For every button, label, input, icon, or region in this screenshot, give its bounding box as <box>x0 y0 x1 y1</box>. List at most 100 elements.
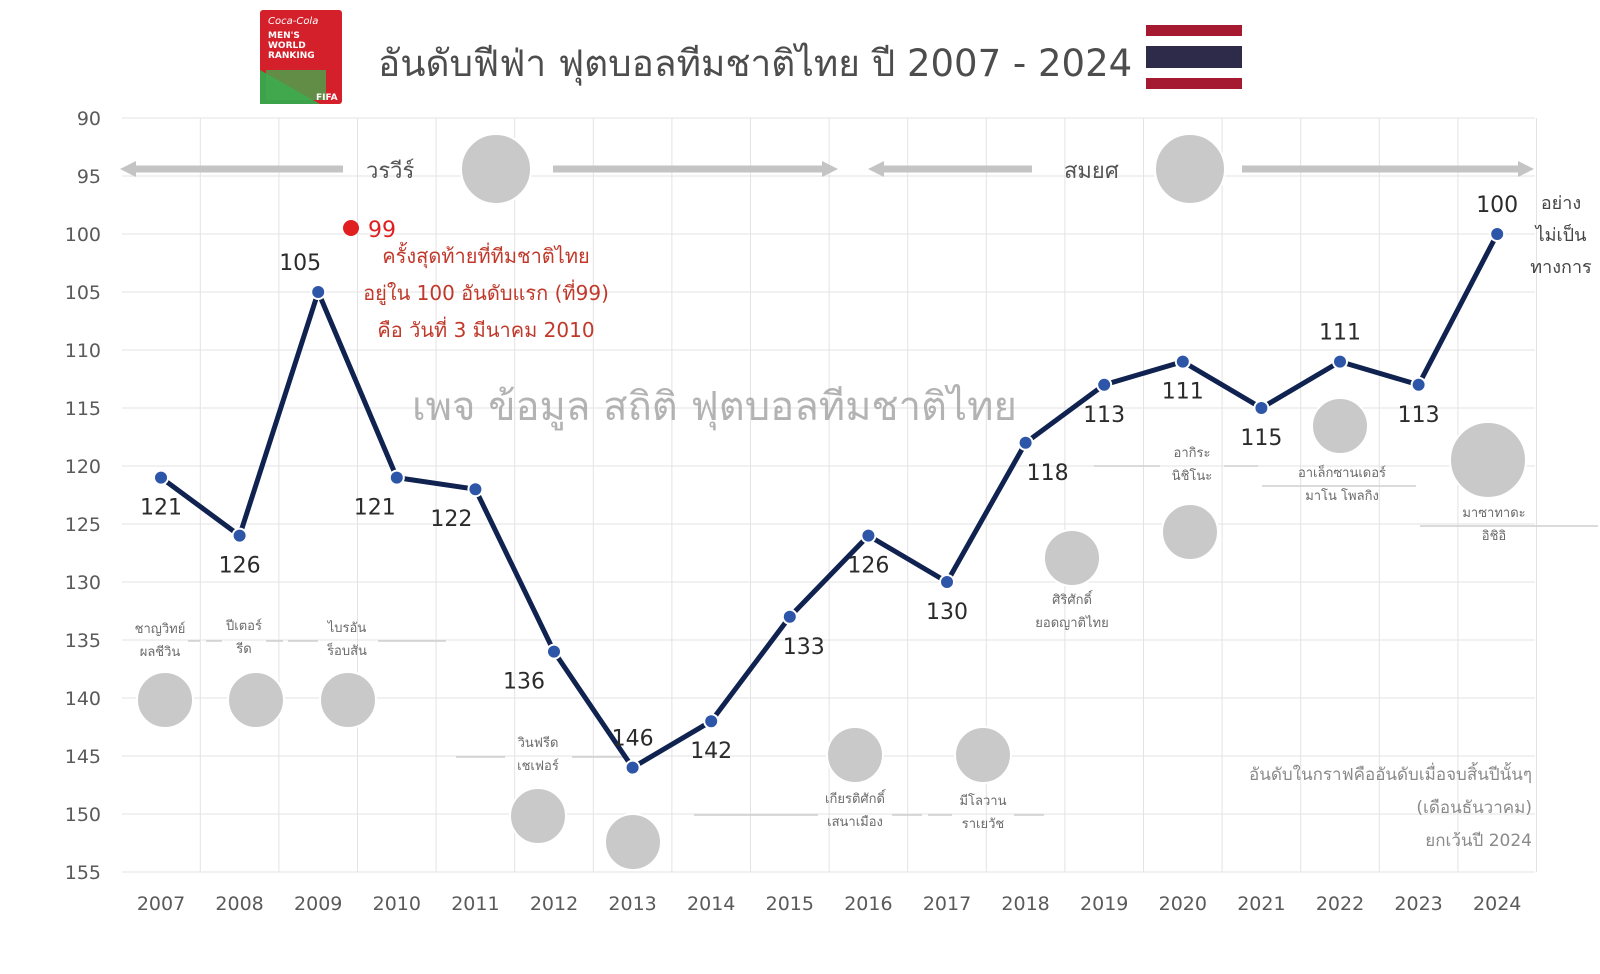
data-point <box>624 759 641 776</box>
chart-title: อันดับฟีฟ่า ฟุตบอลทีมชาติไทย ปี 2007 - 2… <box>378 42 1132 86</box>
coach-era: ปีเตอร์ รีด <box>206 618 285 729</box>
coach-photo-avatar <box>604 813 662 871</box>
x-axis: 2007 2008 2009 2010 2011 2012 2013 2014 2015 2016… <box>137 893 1522 915</box>
data-label: 121 <box>140 496 182 521</box>
data-label: 136 <box>503 670 545 695</box>
coach-era: มีโลวาน ราเยวัช <box>928 726 1044 832</box>
coach-era: ไบรอัน ร็อบสัน <box>288 620 446 729</box>
data-point <box>781 608 798 625</box>
y-tick-label: 120 <box>65 456 101 478</box>
data-point <box>703 713 720 730</box>
data-label: 111 <box>1162 380 1204 405</box>
logo-line-1: MEN'S <box>268 31 300 41</box>
data-label: 100 <box>1476 193 1518 218</box>
coach-photo-avatar <box>1161 503 1219 561</box>
coach-name-line-1: ปีเตอร์ <box>225 618 262 634</box>
logo-line-2: WORLD <box>268 41 306 51</box>
coach-name-line-2: ผลชีวิน <box>140 644 181 660</box>
data-point <box>1017 434 1034 451</box>
data-point <box>939 574 955 590</box>
data-label: 130 <box>926 600 968 625</box>
coach-name-line-1: มีโลวาน <box>959 793 1006 809</box>
x-tick-label: 2013 <box>608 893 656 915</box>
coach-name-line-1: มาซาทาดะ <box>1462 506 1525 521</box>
logo-fifa-text: FIFA <box>316 93 338 103</box>
logo-line-3: RANKING <box>268 51 315 61</box>
data-label: 118 <box>1027 461 1069 486</box>
coach-name-line-2: เสนาเมือง <box>827 814 883 830</box>
coach-era: เกียรติศักดิ์ เสนาเมือง <box>694 726 922 830</box>
x-tick-label: 2008 <box>215 893 263 915</box>
data-label: 126 <box>219 554 261 579</box>
coach-photo-avatar <box>826 726 884 784</box>
data-label: 113 <box>1398 403 1440 428</box>
data-point <box>1489 226 1506 242</box>
coach-photo-avatar <box>1311 397 1369 455</box>
coach-photo-avatar <box>1449 421 1527 499</box>
highlight-marker <box>343 220 359 236</box>
x-tick-label: 2012 <box>530 893 578 915</box>
data-labels: 121 126 105 121 122 136 146 142 133 126 130 118 113 1… <box>140 193 1518 764</box>
unofficial-note: อย่าง ไม่เป็น ทางการ <box>1530 193 1592 278</box>
x-tick-label: 2022 <box>1316 893 1364 915</box>
president-name: สมยศ <box>1064 159 1119 184</box>
footnote-line-3: ยกเว้นปี 2024 <box>1425 831 1532 851</box>
y-tick-label: 90 <box>77 108 101 130</box>
data-label: 111 <box>1319 321 1361 346</box>
coach-name-line-1: อาเล็กซานเดอร์ <box>1298 463 1386 481</box>
coach-era: ศิริศักดิ์ ยอดญาติไทย <box>1035 529 1109 631</box>
fifa-ranking-logo: Coca-Cola MEN'S WORLD RANKING FIFA <box>260 10 342 104</box>
highlight-note-line-2: อยู่ใน 100 อันดับแรก (ที่99) <box>363 279 609 306</box>
y-tick-label: 125 <box>65 514 101 536</box>
president-era-2: สมยศ <box>868 133 1534 205</box>
coach-name-line-1: เกียรติศักดิ์ <box>825 789 887 807</box>
president-photo-avatar <box>460 133 532 205</box>
coach-name-line-2: รีด <box>235 641 251 657</box>
data-point <box>1174 353 1191 370</box>
x-tick-label: 2023 <box>1394 893 1442 915</box>
data-point <box>467 481 484 498</box>
data-point <box>1332 353 1348 370</box>
coach-photo-avatar <box>319 671 377 729</box>
coach-era: วินฟรีด เชเฟอร์ <box>456 735 662 871</box>
y-tick-label: 140 <box>65 688 101 710</box>
x-tick-label: 2021 <box>1237 893 1285 915</box>
coach-annotations: ชาญวิทย์ ผลชีวิน ปีเตอร์ รีด ไบรอัน ร็อบ… <box>135 397 1598 871</box>
coach-era: มาซาทาดะ อิชิอิ <box>1420 421 1598 544</box>
coach-photo-avatar <box>509 787 567 845</box>
coach-name-line-2: เชเฟอร์ <box>517 758 559 774</box>
data-point <box>1253 400 1270 416</box>
x-tick-label: 2024 <box>1473 893 1521 915</box>
highlight-note-line-1: ครั้งสุดท้ายที่ทีมชาติไทย <box>382 242 590 269</box>
x-tick-label: 2019 <box>1080 893 1128 915</box>
coach-name-line-1: ศิริศักดิ์ <box>1052 590 1094 608</box>
watermark-text: เพจ ข้อมูล สถิติ ฟุตบอลทีมชาติไทย <box>412 384 1017 431</box>
coach-era: ชาญวิทย์ ผลชีวิน <box>135 621 200 729</box>
highlight-rank: 99 <box>368 218 396 243</box>
coach-name-line-2: ยอดญาติไทย <box>1035 615 1108 631</box>
x-tick-label: 2014 <box>687 893 735 915</box>
unofficial-note-line-1: อย่าง <box>1541 193 1581 214</box>
president-era-1: วรวีร์ <box>120 133 838 205</box>
x-tick-label: 2017 <box>923 893 971 915</box>
footnote-line-2: (เดือนธันวาคม) <box>1416 798 1532 818</box>
logo-brand-text: Coca-Cola <box>268 16 318 27</box>
data-label: 113 <box>1083 403 1125 428</box>
ranking-line <box>159 232 1500 771</box>
coach-era: อากิระ นิชิโนะ <box>1094 446 1258 561</box>
coach-photo-avatar <box>136 671 194 729</box>
data-label: 133 <box>783 635 825 660</box>
grid-lines <box>122 117 1537 873</box>
coach-name-line-1: ไบรอัน <box>327 620 367 636</box>
unofficial-note-line-2: ไม่เป็น <box>1534 223 1587 246</box>
y-tick-label: 100 <box>65 224 101 246</box>
coach-name-line-1: วินฟรีด <box>517 735 559 751</box>
coach-name-line-2: ราเยวัช <box>962 817 1005 832</box>
x-tick-label: 2007 <box>137 893 185 915</box>
coach-name-line-2: ร็อบสัน <box>327 641 367 659</box>
coach-name-line-1: ชาญวิทย์ <box>135 621 186 637</box>
coach-era: อาเล็กซานเดอร์ มาโน โพลกิง <box>1262 397 1416 504</box>
highlight-note-line-3: คือ วันที่ 3 มีนาคม 2010 <box>377 316 594 342</box>
data-point <box>1410 376 1427 393</box>
